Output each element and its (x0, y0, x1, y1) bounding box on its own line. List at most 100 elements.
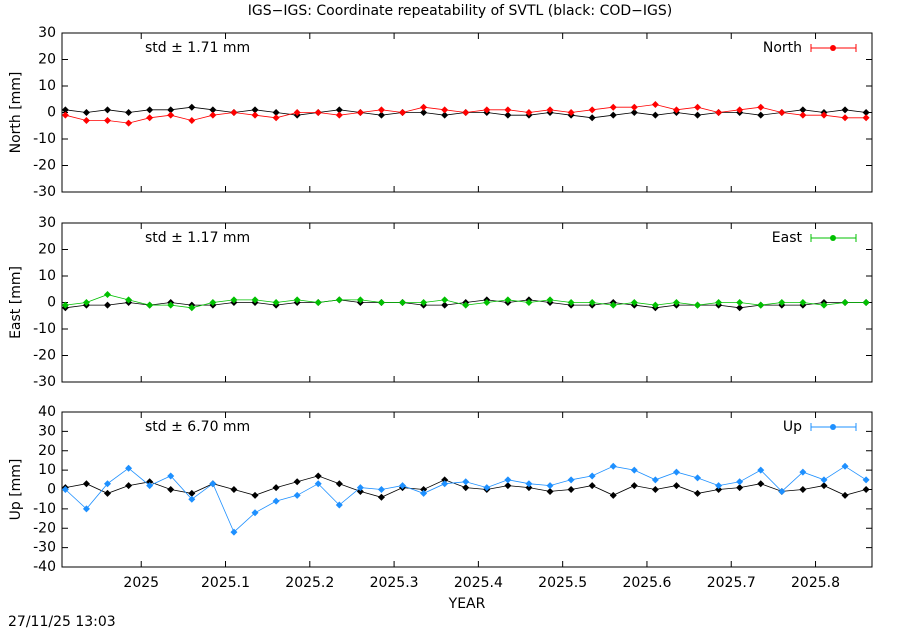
std-annotation: std ± 6.70 mm (145, 419, 250, 435)
data-point (293, 296, 301, 304)
data-point (399, 482, 407, 490)
data-point (694, 489, 702, 497)
data-point (272, 109, 280, 116)
std-annotation: std ± 1.71 mm (145, 40, 250, 56)
data-point (82, 480, 90, 488)
std-annotation: std ± 1.17 mm (145, 230, 250, 246)
data-point (588, 106, 596, 114)
data-point (61, 486, 69, 493)
x-tick-label: 2025.7 (707, 575, 756, 591)
data-point (251, 111, 259, 119)
data-point (778, 299, 786, 306)
data-point (420, 299, 428, 306)
x-tick-label: 2025.2 (285, 575, 334, 591)
data-point (820, 476, 828, 484)
y-tick-label: -20 (33, 158, 56, 174)
data-point (293, 491, 301, 499)
data-point (146, 114, 154, 122)
data-point (483, 484, 491, 492)
data-point (188, 116, 196, 124)
data-point (588, 299, 596, 306)
data-point (672, 482, 680, 490)
data-point (230, 528, 238, 536)
data-point (546, 296, 554, 304)
data-point (567, 299, 575, 306)
legend-marker (830, 424, 836, 430)
data-point (441, 301, 449, 309)
data-point (483, 106, 491, 114)
data-point (61, 301, 69, 309)
chart-title: IGS−IGS: Coordinate repeatability of SVT… (248, 3, 672, 19)
data-point (377, 106, 385, 114)
data-point (146, 482, 154, 490)
data-point (841, 299, 849, 306)
data-point (125, 109, 133, 116)
data-point (715, 109, 723, 116)
legend-marker (830, 235, 836, 241)
data-point (588, 114, 596, 122)
data-point (841, 114, 849, 122)
data-point (736, 478, 744, 486)
data-point (314, 299, 322, 306)
data-point (335, 111, 343, 119)
data-point (293, 478, 301, 486)
y-tick-label: -10 (33, 501, 56, 517)
data-point (504, 106, 512, 114)
data-point (757, 466, 765, 474)
data-point (209, 480, 217, 488)
timestamp: 27/11/25 13:03 (8, 614, 116, 630)
y-tick-label: -30 (33, 374, 56, 390)
data-point (609, 301, 617, 309)
data-point (778, 487, 786, 495)
y-tick-label: 20 (38, 52, 56, 68)
data-point (862, 299, 870, 306)
data-point (862, 114, 870, 122)
data-point (651, 476, 659, 484)
data-point (609, 111, 617, 119)
data-point (82, 505, 90, 513)
data-point (504, 296, 512, 304)
data-point (799, 486, 807, 493)
data-point (630, 109, 638, 116)
data-point (420, 486, 428, 493)
data-point (209, 106, 217, 114)
data-point (504, 111, 512, 119)
data-point (736, 484, 744, 492)
data-point (694, 474, 702, 482)
data-point (82, 116, 90, 124)
data-point (715, 299, 723, 306)
y-tick-label: 20 (38, 443, 56, 459)
data-point (61, 106, 69, 114)
data-point (251, 509, 259, 517)
data-point (314, 472, 322, 480)
data-point (230, 109, 238, 116)
data-point (167, 301, 175, 309)
data-point (567, 476, 575, 484)
data-point (609, 462, 617, 470)
data-point (715, 482, 723, 490)
y-tick-label: 30 (38, 423, 56, 439)
y-tick-label: -30 (33, 184, 56, 200)
y-axis-label: East [mm] (8, 266, 24, 339)
data-point (82, 109, 90, 116)
x-tick-label: 2025.8 (791, 575, 840, 591)
data-point (167, 111, 175, 119)
y-tick-label: -10 (33, 321, 56, 337)
data-point (757, 111, 765, 119)
data-point (799, 468, 807, 476)
data-point (841, 106, 849, 114)
data-point (146, 301, 154, 309)
data-point (146, 478, 154, 486)
y-tick-label: 30 (38, 25, 56, 41)
data-point (104, 489, 112, 497)
legend-label: North (763, 40, 802, 56)
x-tick-label: 2025.3 (370, 575, 419, 591)
data-point (441, 480, 449, 488)
y-tick-label: -20 (33, 348, 56, 364)
data-point (335, 106, 343, 114)
data-point (356, 487, 364, 495)
data-point (167, 106, 175, 114)
data-point (546, 106, 554, 114)
data-point (146, 106, 154, 114)
